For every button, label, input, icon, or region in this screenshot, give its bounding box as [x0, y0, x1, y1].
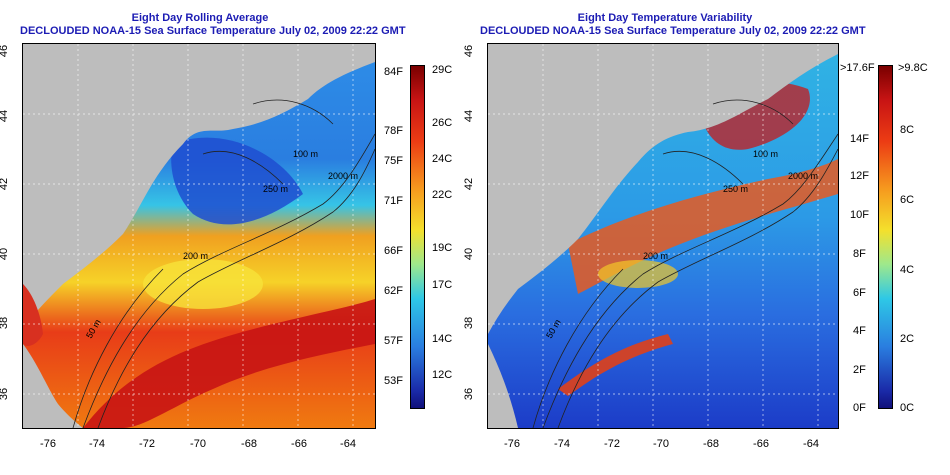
right-ytick: 46 — [463, 44, 476, 58]
left-cbar-f-label: 57F — [384, 335, 403, 347]
right-cbar-c-label: 2C — [900, 333, 915, 345]
left-contour-label: 100 m — [293, 149, 318, 159]
left-cbar-c-label: 26C — [432, 117, 453, 129]
left-cbar-f-label: 75F — [384, 155, 403, 167]
left-cbar-c-label: 19C — [432, 242, 453, 254]
left-cbar-c-label: 17C — [432, 279, 453, 291]
right-xtick: -76 — [504, 438, 520, 450]
left-xtick: -76 — [40, 438, 56, 450]
left-cbar-c-label: 24C — [432, 153, 453, 165]
right-ytick: 44 — [463, 109, 476, 123]
left-xtick: -68 — [241, 438, 257, 450]
right-cbar-f-label: 0F — [853, 402, 866, 414]
left-xtick: -72 — [139, 438, 155, 450]
left-cbar-f-label: 78F — [384, 125, 403, 137]
right-xtick: -74 — [554, 438, 570, 450]
right-cbar-f-label: 12F — [850, 170, 869, 182]
left-sst-map: 100 m 250 m 2000 m 200 m 50 m — [22, 43, 376, 429]
left-ytick: 44 — [0, 109, 11, 123]
right-title-line2: DECLOUDED NOAA-15 Sea Surface Temperatur… — [480, 25, 866, 37]
right-cbar-c-label: 8C — [900, 124, 915, 136]
right-xtick: -72 — [604, 438, 620, 450]
right-xtick: -70 — [653, 438, 669, 450]
left-cbar-f-label: 84F — [384, 66, 403, 78]
left-colorbar — [410, 65, 425, 409]
right-cbar-f-label: 4F — [853, 325, 866, 337]
right-ytick: 38 — [463, 316, 476, 330]
right-xtick: -64 — [803, 438, 819, 450]
left-ytick: 40 — [0, 247, 11, 261]
left-cbar-f-label: 66F — [384, 245, 403, 257]
right-cbar-f-label: >17.6F — [840, 62, 875, 74]
right-contour-label: 250 m — [723, 184, 748, 194]
left-cbar-f-label: 53F — [384, 375, 403, 387]
left-ytick: 36 — [0, 387, 11, 401]
left-cbar-c-label: 12C — [432, 369, 453, 381]
right-variability-map: 100 m 250 m 2000 m 200 m 50 m — [487, 43, 839, 429]
left-title-line2: DECLOUDED NOAA-15 Sea Surface Temperatur… — [20, 25, 406, 37]
left-cbar-f-label: 62F — [384, 285, 403, 297]
left-cbar-f-label: 71F — [384, 195, 403, 207]
right-cbar-c-label: >9.8C — [898, 62, 928, 74]
left-xtick: -70 — [190, 438, 206, 450]
right-contour-label: 100 m — [753, 149, 778, 159]
left-xtick: -64 — [340, 438, 356, 450]
right-xtick: -68 — [703, 438, 719, 450]
left-contour-label: 2000 m — [328, 171, 358, 181]
right-contour-label: 200 m — [643, 251, 668, 261]
right-title-line1: Eight Day Temperature Variability — [577, 12, 753, 24]
left-xtick: -74 — [89, 438, 105, 450]
right-contour-label: 2000 m — [788, 171, 818, 181]
left-contour-label: 250 m — [263, 184, 288, 194]
left-map-canvas: 100 m 250 m 2000 m 200 m 50 m — [23, 44, 375, 428]
right-cbar-f-label: 10F — [850, 209, 869, 221]
left-xtick: -66 — [291, 438, 307, 450]
right-ytick: 40 — [463, 247, 476, 261]
right-colorbar — [878, 65, 893, 409]
right-cbar-f-label: 8F — [853, 248, 866, 260]
right-cbar-f-label: 14F — [850, 133, 869, 145]
left-ytick: 42 — [0, 177, 11, 191]
left-cbar-c-label: 14C — [432, 333, 453, 345]
right-ytick: 36 — [463, 387, 476, 401]
right-cbar-c-label: 6C — [900, 194, 915, 206]
left-ytick: 46 — [0, 44, 11, 58]
left-contour-label: 200 m — [183, 251, 208, 261]
right-cbar-c-label: 0C — [900, 402, 915, 414]
left-ytick: 38 — [0, 316, 11, 330]
left-title-line1: Eight Day Rolling Average — [131, 12, 269, 24]
right-cbar-c-label: 4C — [900, 264, 915, 276]
right-xtick: -66 — [753, 438, 769, 450]
left-cbar-c-label: 29C — [432, 64, 453, 76]
left-cbar-c-label: 22C — [432, 189, 453, 201]
right-ytick: 42 — [463, 177, 476, 191]
right-cbar-f-label: 2F — [853, 364, 866, 376]
right-map-canvas: 100 m 250 m 2000 m 200 m 50 m — [488, 44, 838, 428]
right-cbar-f-label: 6F — [853, 287, 866, 299]
